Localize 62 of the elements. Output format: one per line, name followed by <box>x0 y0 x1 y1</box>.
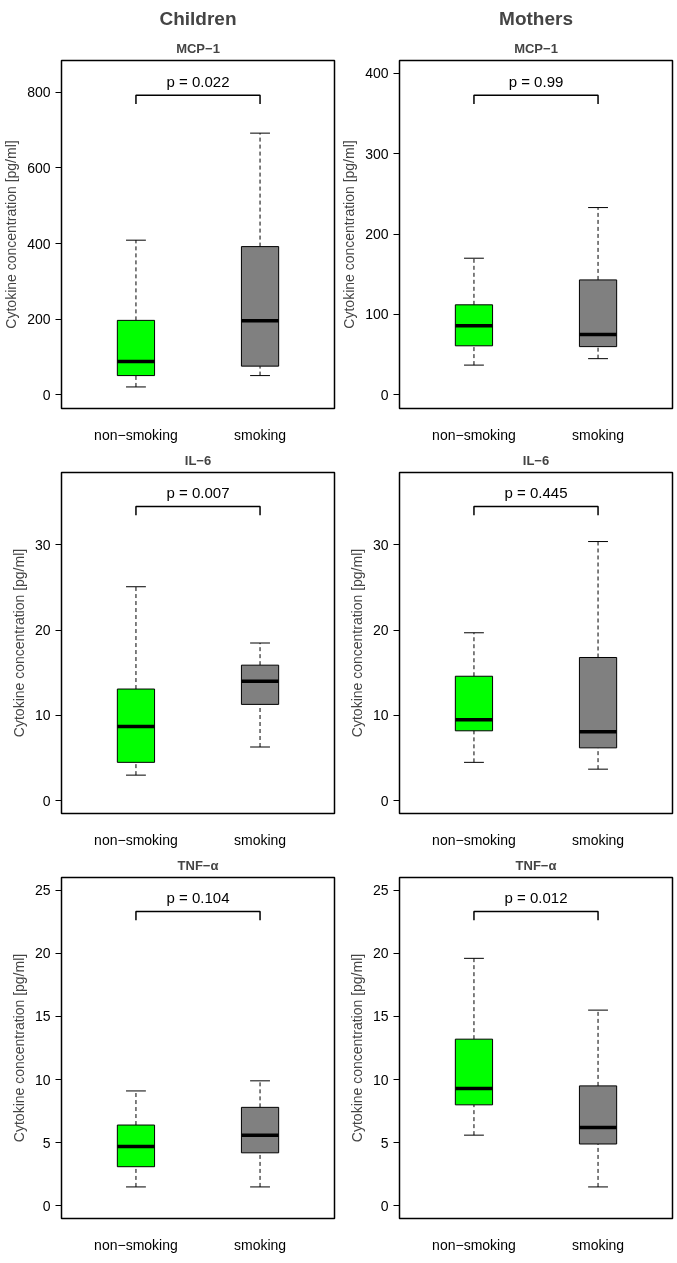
y-tick-label: 5 <box>380 1134 389 1151</box>
y-tick-label: 600 <box>27 159 51 176</box>
x-tick-label: non−smoking <box>94 426 178 443</box>
chart-subtitle: MCP−1 <box>514 40 558 56</box>
y-axis-title: Cytokine concentration [pg/ml] <box>341 140 358 329</box>
y-tick-label: 20 <box>34 622 51 639</box>
y-tick-label: 0 <box>380 1197 389 1214</box>
x-tick-label: smoking <box>571 1236 625 1253</box>
annotation: p = 0.007 <box>166 484 230 502</box>
y-tick-label: 30 <box>372 536 389 553</box>
y-tick-label: 10 <box>372 707 389 724</box>
y-tick-label: 300 <box>365 145 389 162</box>
y-axis-title: Cytokine concentration [pg/ml] <box>10 953 27 1143</box>
y-axis-title: Cytokine concentration [pg/ml] <box>3 140 20 329</box>
annotation: p = 0.99 <box>508 73 564 91</box>
chart-title: TNF−α <box>515 857 557 873</box>
y-tick-label: 0 <box>42 792 51 809</box>
y-tick-label: 0 <box>380 792 389 809</box>
chart-subtitle: MCP−1 <box>176 40 220 56</box>
y-tick-label: 25 <box>34 882 51 899</box>
x-tick-label: non−smoking <box>432 1236 516 1253</box>
y-axis-title: Cytokine concentration [pg/ml] <box>10 548 27 738</box>
annotation: p = 0.012 <box>504 889 568 907</box>
y-tick-label: 400 <box>27 235 51 252</box>
x-tick-label: non−smoking <box>94 831 178 848</box>
chart-title: IL−6 <box>184 452 212 468</box>
x-tick-label: smoking <box>233 831 287 848</box>
y-tick-label: 30 <box>34 536 51 553</box>
y-tick-label: 400 <box>365 65 389 82</box>
y-tick-label: 20 <box>34 945 51 962</box>
y-tick-label: 10 <box>372 1071 389 1088</box>
y-tick-label: 15 <box>34 1008 51 1025</box>
y-tick-label: 20 <box>372 945 389 962</box>
y-axis-title: Cytokine concentration [pg/ml] <box>348 953 365 1143</box>
y-tick-label: 10 <box>34 1071 51 1088</box>
annotation: p = 0.022 <box>166 73 230 91</box>
y-axis-title: Cytokine concentration [pg/ml] <box>348 548 365 738</box>
y-tick-label: 10 <box>34 707 51 724</box>
chart-title: IL−6 <box>522 452 550 468</box>
y-tick-label: 200 <box>27 311 51 328</box>
y-tick-label: 800 <box>27 84 51 101</box>
x-tick-label: smoking <box>233 1236 287 1253</box>
chart-title: TNF−α <box>177 857 219 873</box>
x-tick-label: non−smoking <box>94 1236 178 1253</box>
y-tick-label: 15 <box>372 1008 389 1025</box>
annotation: p = 0.104 <box>166 889 230 907</box>
y-tick-label: 20 <box>372 622 389 639</box>
y-tick-label: 0 <box>42 386 51 403</box>
y-tick-label: 25 <box>372 882 389 899</box>
y-tick-label: 0 <box>380 386 389 403</box>
x-tick-label: non−smoking <box>432 831 516 848</box>
y-tick-label: 0 <box>42 1197 51 1214</box>
x-tick-label: smoking <box>571 426 625 443</box>
x-tick-label: smoking <box>233 426 287 443</box>
y-tick-label: 5 <box>42 1134 51 1151</box>
x-tick-label: smoking <box>571 831 625 848</box>
chart-title: Children <box>159 7 237 29</box>
y-tick-label: 100 <box>365 306 389 323</box>
annotation: p = 0.445 <box>504 484 568 502</box>
y-tick-label: 200 <box>365 226 389 243</box>
chart-title: Mothers <box>499 7 573 29</box>
x-tick-label: non−smoking <box>432 426 516 443</box>
